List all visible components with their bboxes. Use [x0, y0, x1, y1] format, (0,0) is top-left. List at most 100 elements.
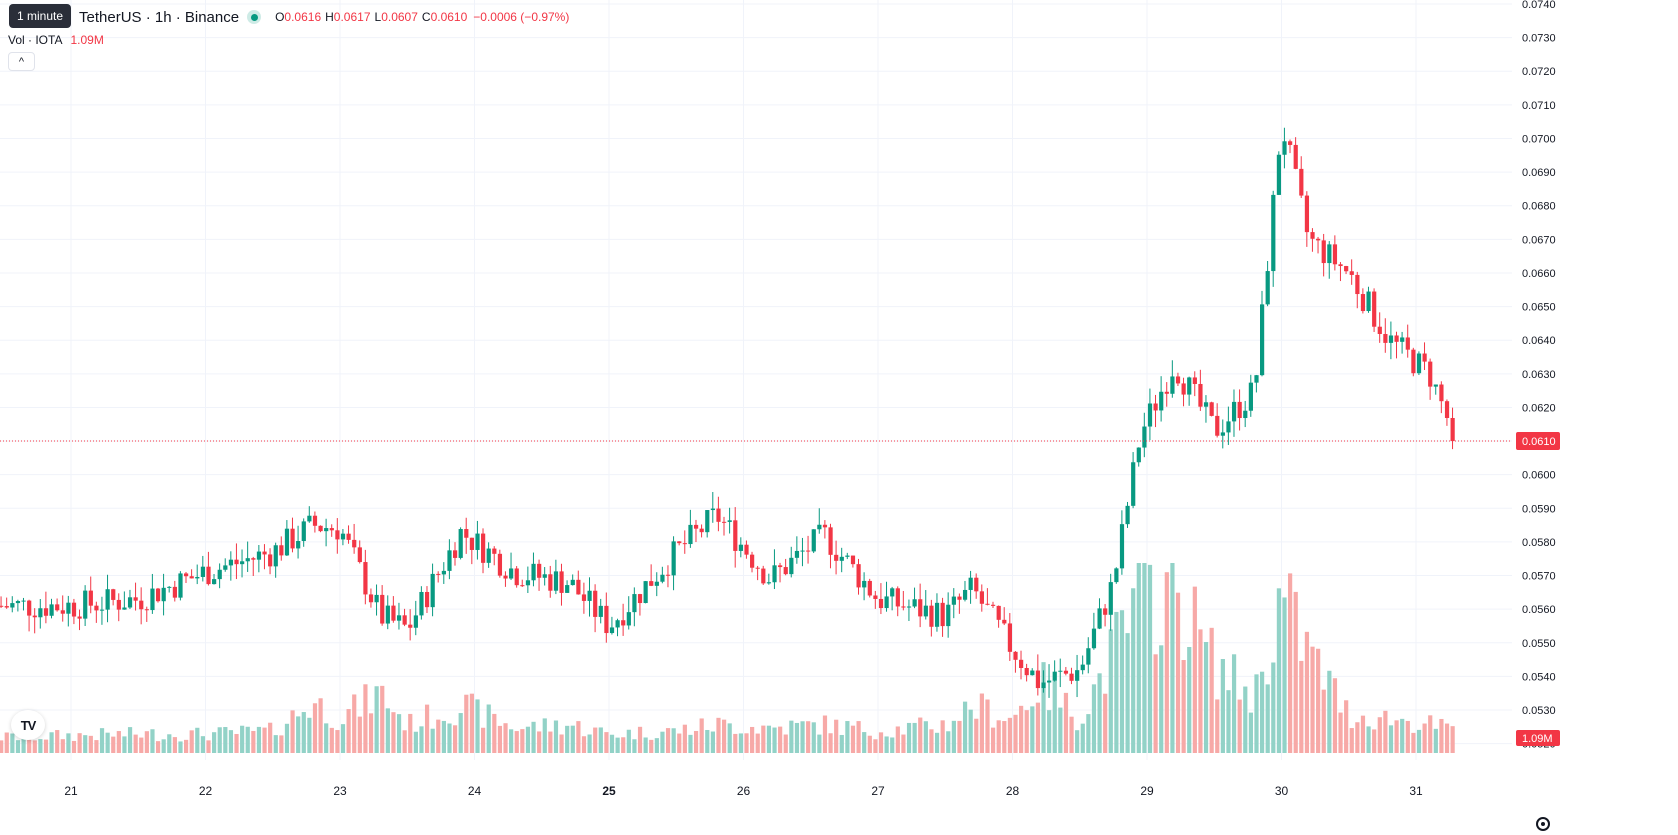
- candle-body: [1030, 670, 1035, 676]
- price-tick-label: 0.0740: [1522, 0, 1556, 11]
- volume-bar: [1400, 718, 1405, 753]
- volume-bar: [116, 731, 121, 753]
- volume-bar: [783, 734, 788, 753]
- candle-body: [1377, 326, 1382, 334]
- volume-bar: [127, 727, 133, 753]
- time-tick-label: 30: [1275, 784, 1289, 798]
- volume-bar: [604, 732, 609, 753]
- volume-bar: [1310, 646, 1315, 753]
- price-tick-label: 0.0530: [1522, 705, 1556, 717]
- candle-body: [1024, 667, 1029, 676]
- candle-body: [486, 548, 491, 563]
- candle-body: [789, 557, 794, 575]
- volume-bar: [189, 730, 194, 753]
- candle-body: [60, 610, 65, 614]
- volume-bar: [464, 694, 469, 753]
- candle-body: [240, 561, 245, 565]
- volume-bar: [766, 725, 772, 753]
- volume-bar: [1164, 572, 1169, 753]
- volume-bar: [974, 718, 979, 753]
- volume-bar: [60, 739, 65, 753]
- volume-bar: [10, 733, 15, 753]
- symbol-title[interactable]: TetherUS · 1h · Binance: [79, 8, 240, 26]
- volume-bar: [761, 725, 766, 753]
- volume-bar: [1119, 610, 1125, 753]
- candle-body: [962, 589, 968, 600]
- volume-bar: [206, 740, 211, 753]
- collapse-legend-button[interactable]: ^: [8, 52, 35, 71]
- candle-body: [537, 563, 542, 578]
- candle-body: [133, 597, 138, 601]
- candle-body: [357, 547, 362, 563]
- volume-bar: [155, 741, 161, 753]
- candle-body: [363, 562, 368, 595]
- candle-body: [447, 550, 452, 571]
- candle-body: [1316, 238, 1321, 241]
- volume-bar: [918, 717, 923, 753]
- price-tick-label: 0.0650: [1522, 302, 1556, 314]
- volume-bar: [542, 718, 547, 753]
- candle-body: [335, 530, 340, 540]
- candle-body: [1153, 403, 1158, 411]
- candle-body: [38, 608, 43, 618]
- time-tick-label: 25: [602, 784, 616, 798]
- candle-body: [990, 604, 996, 606]
- volume-bar: [1439, 718, 1444, 753]
- high-value: 0.0617: [333, 10, 371, 24]
- price-tick-label: 0.0570: [1522, 571, 1556, 583]
- volume-bar: [43, 739, 49, 753]
- volume-bar: [772, 727, 777, 753]
- volume-bar: [710, 731, 715, 753]
- candle-body: [1259, 304, 1265, 376]
- candle-body: [228, 559, 234, 566]
- candle-body: [1271, 194, 1276, 272]
- volume-bar: [55, 730, 60, 753]
- volume-bar: [996, 720, 1001, 753]
- candle-body: [324, 528, 329, 532]
- volume-bar: [721, 719, 727, 753]
- volume-bar: [1422, 723, 1427, 753]
- candle-body: [1203, 402, 1209, 407]
- candle-body: [1237, 401, 1242, 419]
- volume-bar: [1428, 715, 1433, 753]
- volume-bar: [901, 734, 906, 753]
- gear-icon[interactable]: [1536, 817, 1550, 831]
- candle-body: [1226, 421, 1231, 433]
- volume-bar: [167, 734, 172, 753]
- candle-body: [1372, 291, 1377, 327]
- volume-bar: [1366, 726, 1371, 753]
- candle-body: [385, 605, 390, 624]
- volume-bar: [856, 721, 861, 753]
- candle-body: [301, 521, 306, 542]
- candle-body: [1344, 266, 1349, 272]
- candle-body: [761, 568, 766, 584]
- volume-indicator-name[interactable]: Vol · IOTA: [8, 33, 63, 47]
- volume-bar: [49, 732, 54, 753]
- candle-body: [822, 524, 828, 528]
- time-tick-label: 28: [1006, 784, 1020, 798]
- volume-bar: [962, 701, 968, 753]
- tradingview-logo-icon[interactable]: TV: [11, 710, 45, 740]
- volume-bar: [0, 740, 4, 753]
- volume-bar: [750, 726, 755, 753]
- candle-body: [419, 591, 424, 616]
- candle-body: [755, 567, 760, 569]
- candle-body: [340, 533, 346, 540]
- candle-body: [284, 528, 290, 556]
- volume-bar: [66, 733, 71, 753]
- candle-body: [1209, 402, 1214, 416]
- volume-bar: [352, 694, 357, 753]
- price-tick-label: 0.0590: [1522, 503, 1556, 515]
- volume-bar: [867, 735, 872, 753]
- candle-body: [4, 606, 9, 608]
- candle-body: [1181, 383, 1186, 395]
- candle-body: [1058, 670, 1063, 672]
- price-tick-label: 0.0670: [1522, 234, 1556, 246]
- candle-body: [503, 575, 508, 579]
- candle-body: [1254, 375, 1259, 383]
- candle-body: [946, 604, 951, 627]
- candle-body: [688, 524, 693, 545]
- volume-bar: [223, 727, 228, 753]
